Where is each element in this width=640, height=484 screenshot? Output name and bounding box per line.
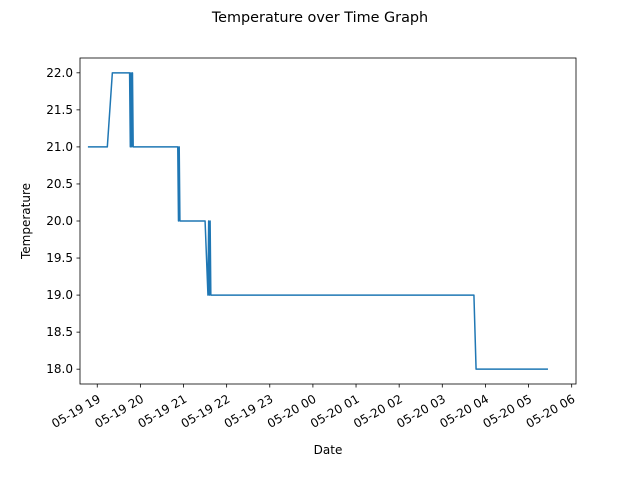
y-tick-label: 21.0 bbox=[46, 140, 73, 154]
y-tick-label: 19.5 bbox=[46, 251, 73, 265]
x-axis-label: Date bbox=[314, 443, 343, 457]
y-axis-ticks: 18.0 18.5 19.0 19.5 20.0 20.5 21.0 21.5 22.0 bbox=[46, 66, 80, 376]
chart-title: Temperature over Time Graph bbox=[211, 10, 428, 26]
y-tick-label: 21.5 bbox=[46, 103, 73, 117]
y-tick-label: 18.0 bbox=[46, 362, 73, 376]
y-axis-label: Temperature bbox=[19, 183, 33, 260]
x-tick-label: 05-20 06 bbox=[524, 392, 578, 431]
y-tick-label: 18.5 bbox=[46, 325, 73, 339]
plot-area bbox=[79, 57, 577, 385]
temperature-line bbox=[87, 72, 548, 370]
y-tick-label: 22.0 bbox=[46, 66, 73, 80]
y-tick-label: 20.5 bbox=[46, 177, 73, 191]
y-tick-label: 20.0 bbox=[46, 214, 73, 228]
y-tick-label: 19.0 bbox=[46, 288, 73, 302]
